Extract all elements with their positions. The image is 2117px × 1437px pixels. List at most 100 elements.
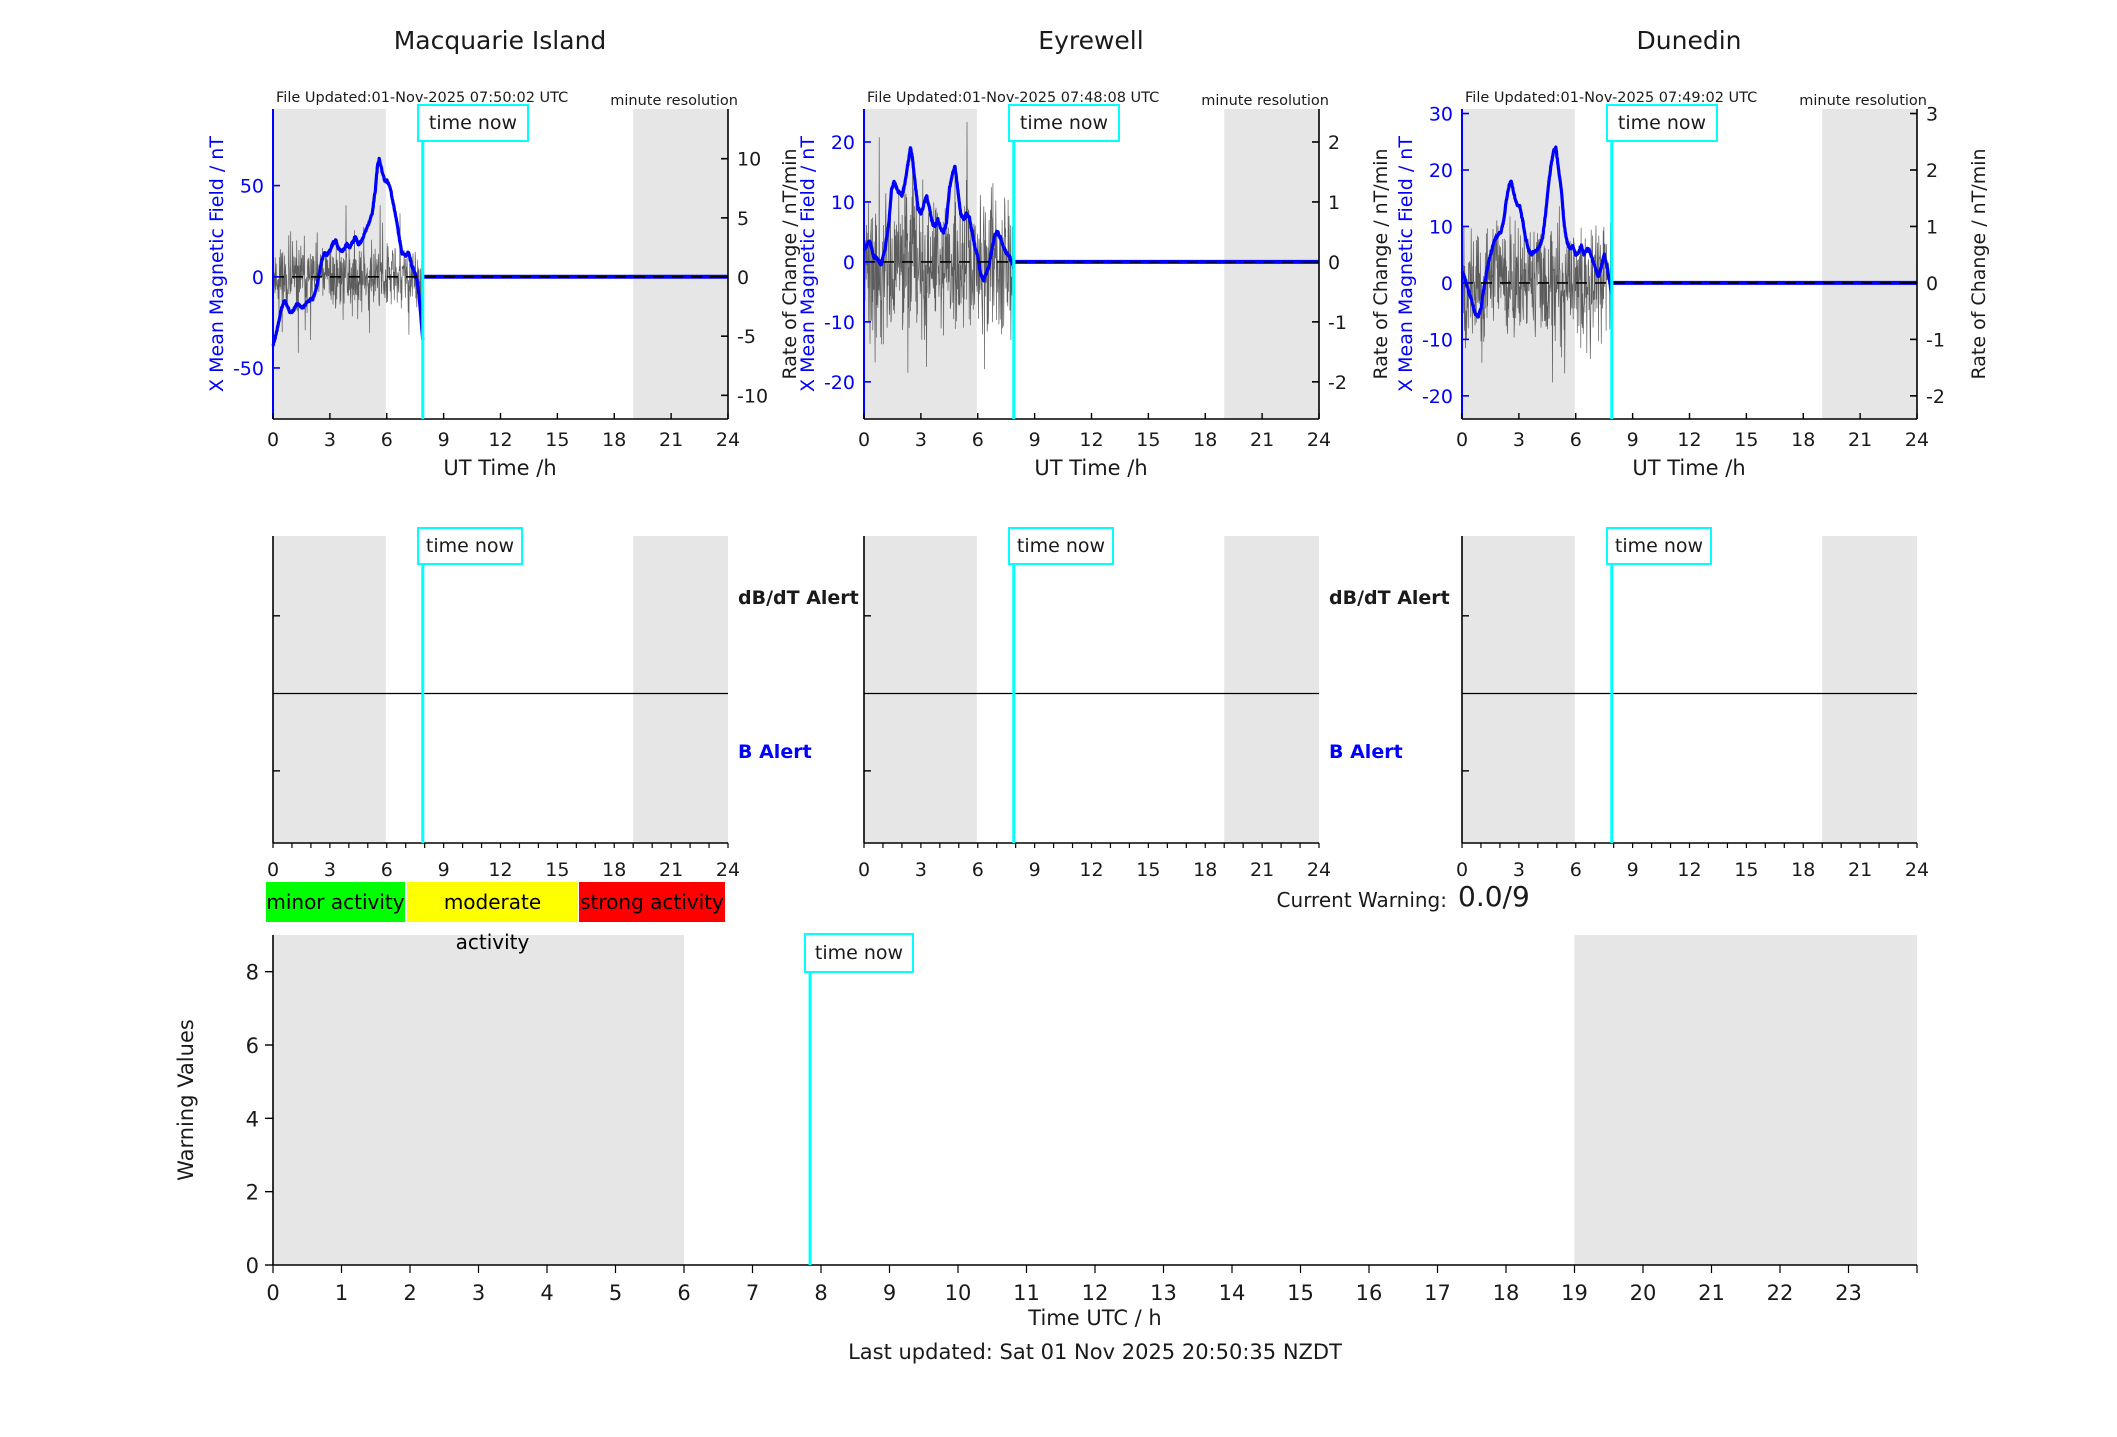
right-tick-label: -2 <box>1328 372 1347 394</box>
x-tick-label: 0 <box>1456 429 1468 451</box>
x-tick-label: 24 <box>1307 429 1331 451</box>
time-now-box-top-dunedin: time now <box>1606 104 1718 142</box>
x-tick-label: 18 <box>1493 1281 1520 1305</box>
x-tick-label: 6 <box>381 859 393 881</box>
x-tick-label: 2 <box>403 1281 416 1305</box>
x-tick-label: 0 <box>267 859 279 881</box>
current-warning-label: Current Warning: <box>1276 888 1447 912</box>
x-tick-label: 12 <box>488 429 512 451</box>
left-tick-label: -20 <box>1422 386 1453 408</box>
magnetic-field-trace <box>271 156 425 347</box>
rate-of-change-trace <box>272 205 424 353</box>
x-tick-label: 1 <box>335 1281 348 1305</box>
x-axis-label-macquarie: UT Time /h <box>443 456 557 480</box>
left-tick-label: 50 <box>240 176 264 198</box>
time-now-box-warning: time now <box>804 933 914 973</box>
night-shading <box>1574 935 1917 1265</box>
x-tick-label: 5 <box>609 1281 622 1305</box>
file-updated-macquarie: File Updated:01-Nov-2025 07:50:02 UTC <box>276 90 569 106</box>
x-tick-label: 11 <box>1013 1281 1040 1305</box>
night-shading <box>1822 109 1917 419</box>
x-tick-label: 22 <box>1767 1281 1794 1305</box>
x-tick-label: 14 <box>1219 1281 1246 1305</box>
x-tick-label: 3 <box>324 429 336 451</box>
x-tick-label: 18 <box>1193 859 1217 881</box>
x-tick-label: 19 <box>1561 1281 1588 1305</box>
left-tick-label: 30 <box>1429 104 1453 126</box>
x-tick-label: 24 <box>1905 429 1929 451</box>
time-utc-axis-label: Time UTC / h <box>1028 1306 1162 1330</box>
left-axis-label-macquarie: X Mean Magnetic Field / nT <box>206 136 228 392</box>
x-tick-label: 9 <box>438 429 450 451</box>
dbdt-alert-label-1: dB/dT Alert <box>738 587 859 609</box>
left-tick-label: -10 <box>824 312 855 334</box>
x-tick-label: 24 <box>1307 859 1331 881</box>
y-tick-label: 2 <box>246 1181 259 1205</box>
x-tick-label: 12 <box>1079 859 1103 881</box>
x-tick-label: 21 <box>1250 859 1274 881</box>
magnetic-field-trace <box>862 146 1016 283</box>
x-tick-label: 12 <box>1079 429 1103 451</box>
night-shading <box>1224 536 1319 843</box>
x-tick-label: 4 <box>540 1281 553 1305</box>
right-tick-label: 0 <box>1926 273 1938 295</box>
x-tick-label: 18 <box>602 859 626 881</box>
night-shading <box>1822 536 1917 843</box>
x-tick-label: 7 <box>746 1281 759 1305</box>
x-tick-label: 12 <box>1082 1281 1109 1305</box>
x-tick-label: 0 <box>267 429 279 451</box>
y-tick-label: 8 <box>246 961 259 985</box>
left-tick-label: 20 <box>1429 160 1453 182</box>
legend-item-0: minor activity <box>266 882 405 922</box>
left-tick-label: -10 <box>1422 329 1453 351</box>
x-tick-label: 12 <box>1677 859 1701 881</box>
x-tick-label: 9 <box>1627 429 1639 451</box>
x-tick-label: 21 <box>659 429 683 451</box>
x-tick-label: 15 <box>545 859 569 881</box>
resolution-note-eyrewell: minute resolution <box>1201 93 1329 109</box>
x-tick-label: 20 <box>1630 1281 1657 1305</box>
night-shading <box>1224 109 1319 419</box>
x-tick-label: 3 <box>1513 859 1525 881</box>
x-tick-label: 21 <box>1848 429 1872 451</box>
station-title-dunedin: Dunedin <box>1636 26 1742 55</box>
rate-of-change-trace <box>1461 206 1613 383</box>
night-shading <box>1462 536 1575 843</box>
right-axis-label-dunedin: Rate of Change / nT/min <box>1968 148 1990 380</box>
x-tick-label: 6 <box>677 1281 690 1305</box>
left-tick-label: 10 <box>1429 216 1453 238</box>
dbdt-alert-label-2: dB/dT Alert <box>1329 587 1450 609</box>
right-tick-label: 2 <box>1926 160 1938 182</box>
x-tick-label: 3 <box>472 1281 485 1305</box>
x-tick-label: 21 <box>1698 1281 1725 1305</box>
x-tick-label: 0 <box>858 859 870 881</box>
warning-values-axis-label: Warning Values <box>174 1019 198 1181</box>
right-tick-label: 1 <box>1926 216 1938 238</box>
x-tick-label: 21 <box>1250 429 1274 451</box>
x-tick-label: 18 <box>1791 429 1815 451</box>
x-tick-label: 6 <box>381 429 393 451</box>
magnetic-field-trace <box>1460 145 1614 319</box>
file-updated-eyrewell: File Updated:01-Nov-2025 07:48:08 UTC <box>867 90 1160 106</box>
left-tick-label: -50 <box>233 358 264 380</box>
b-alert-label-2: B Alert <box>1329 741 1403 763</box>
x-tick-label: 3 <box>324 859 336 881</box>
right-axis-label-macquarie: Rate of Change / nT/min <box>779 148 801 380</box>
legend-item-2: strong activity <box>579 882 725 922</box>
y-tick-label: 0 <box>246 1254 259 1278</box>
last-updated-text: Last updated: Sat 01 Nov 2025 20:50:35 N… <box>848 1340 1342 1364</box>
station-title-macquarie: Macquarie Island <box>393 26 607 55</box>
station-title-eyrewell: Eyrewell <box>1038 26 1144 55</box>
x-tick-label: 15 <box>1136 859 1160 881</box>
right-tick-label: 10 <box>737 149 761 171</box>
y-tick-label: 4 <box>246 1107 259 1131</box>
x-tick-label: 12 <box>488 859 512 881</box>
x-tick-label: 9 <box>1627 859 1639 881</box>
x-tick-label: 0 <box>858 429 870 451</box>
x-tick-label: 6 <box>972 429 984 451</box>
x-tick-label: 15 <box>1287 1281 1314 1305</box>
current-warning-value: 0.0/9 <box>1458 880 1530 913</box>
right-tick-label: 0 <box>737 267 749 289</box>
